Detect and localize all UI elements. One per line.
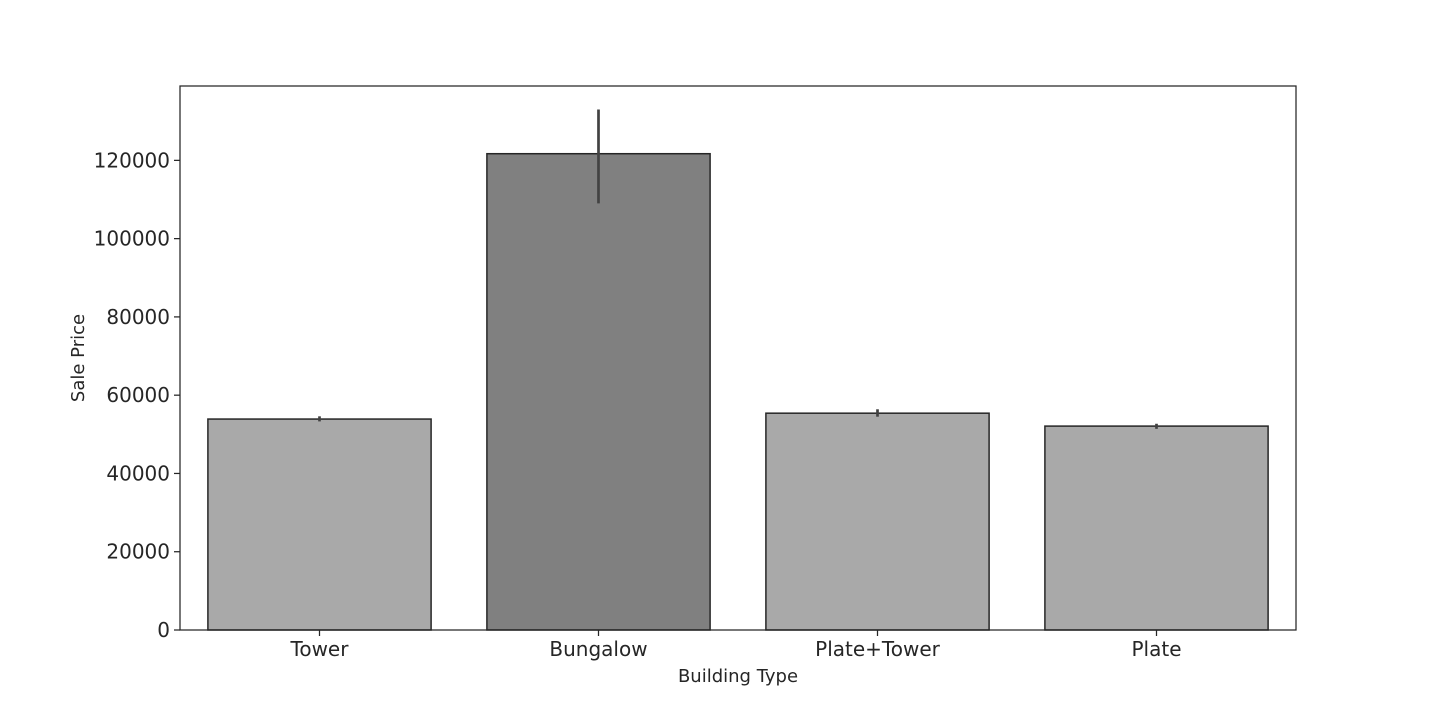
bar-bungalow: [486, 152, 711, 631]
error-bars-layer: [318, 109, 1158, 429]
x-axis-title: Building Type: [678, 666, 798, 687]
y-axis-ticks: 0 20000 40000 60000 80000 100000 120000: [94, 148, 180, 642]
y-axis-title: Sale Price: [68, 314, 89, 402]
bar-plate: [1044, 425, 1269, 631]
plot-frame: [179, 85, 1297, 631]
x-axis-ticks: Tower Bungalow Plate+Tower Plate: [290, 630, 1182, 661]
y-tick-label: 120000: [94, 148, 170, 172]
x-tick-label: Bungalow: [549, 637, 647, 661]
y-tick-label: 0: [157, 618, 170, 642]
y-tick-label: 40000: [106, 461, 170, 485]
x-tick-label: Plate+Tower: [815, 637, 940, 661]
y-tick-label: 20000: [106, 540, 170, 564]
x-tick-label: Plate: [1131, 637, 1181, 661]
bar-plate-tower: [765, 412, 990, 631]
bar-tower: [207, 418, 432, 631]
bars-layer: [207, 152, 1269, 631]
x-tick-label: Tower: [290, 637, 350, 661]
y-tick-label: 60000: [106, 383, 170, 407]
y-tick-label: 100000: [94, 227, 170, 251]
y-tick-label: 80000: [106, 305, 170, 329]
